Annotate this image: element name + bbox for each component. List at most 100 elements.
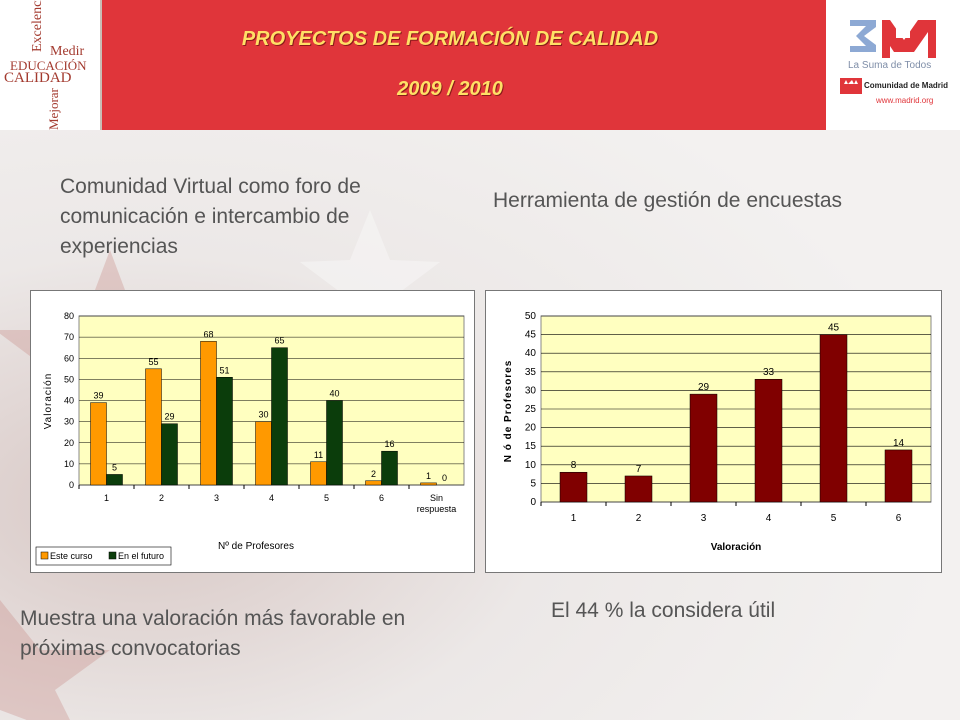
bar xyxy=(271,347,288,486)
x-tick-label: 3 xyxy=(214,493,219,503)
y-axis-label: Valoración xyxy=(43,373,54,430)
data-label: 40 xyxy=(329,389,339,399)
data-label: 2 xyxy=(371,469,376,479)
bar xyxy=(145,368,162,486)
page-subtitle-years: 2009 / 2010 xyxy=(397,78,503,100)
data-label: 0 xyxy=(442,473,447,483)
bar xyxy=(819,334,848,503)
x-tick-label: respuesta xyxy=(417,504,457,514)
chart-valoracion-profesores: 0 10 20 30 40 50 60 70 80 1 39 5 2 55 29 3 68 51 4 30 65 5 11 4… xyxy=(30,290,475,573)
y-tick-label: 50 xyxy=(64,374,74,384)
bar xyxy=(365,480,382,486)
data-label: 16 xyxy=(384,439,394,449)
data-label: 29 xyxy=(698,382,710,393)
y-tick-label: 60 xyxy=(64,353,74,363)
madrid-org-name: Comunidad de Madrid xyxy=(864,81,948,90)
y-tick-label: 0 xyxy=(530,497,536,508)
y-tick-label: 10 xyxy=(525,460,537,471)
x-axis-label: Nº de Profesores xyxy=(218,541,294,552)
legend-box xyxy=(35,546,172,566)
caption-44-util: El 44 % la considera útil xyxy=(551,599,776,622)
bar xyxy=(624,475,653,503)
bar xyxy=(381,450,398,486)
y-tick-label: 40 xyxy=(525,348,537,359)
x-tick-label: 6 xyxy=(896,513,902,524)
data-label: 29 xyxy=(164,412,174,422)
comunidad-madrid-logo: La Suma de Todos Comunidad de Madrid www… xyxy=(826,0,960,130)
madrid-url: www.madrid.org xyxy=(876,96,934,105)
x-tick-label: 1 xyxy=(571,513,577,524)
data-label: 5 xyxy=(112,462,117,472)
x-tick-label: 2 xyxy=(636,513,642,524)
bar xyxy=(106,474,123,486)
y-tick-label: 25 xyxy=(525,404,537,415)
x-tick-label: 2 xyxy=(159,493,164,503)
bar xyxy=(689,393,718,503)
madrid-tagline: La Suma de Todos xyxy=(848,60,932,71)
logo-word-excelencia: Excelencia xyxy=(30,0,45,52)
x-tick-label: 5 xyxy=(324,493,329,503)
bar xyxy=(161,423,178,486)
y-tick-label: 35 xyxy=(525,367,537,378)
y-tick-label: 20 xyxy=(525,423,537,434)
caption-valoracion-favorable: Muestra una valoración más favorable en … xyxy=(20,607,406,660)
y-tick-label: 0 xyxy=(69,480,74,490)
data-label: 7 xyxy=(636,464,642,475)
y-tick-label: 10 xyxy=(64,459,74,469)
caption-comunidad-virtual: Comunidad Virtual como foro de comunicac… xyxy=(60,175,361,258)
legend-swatch xyxy=(40,551,49,560)
bar xyxy=(90,402,107,486)
x-tick-label: Sin xyxy=(430,493,443,503)
bar xyxy=(255,421,272,486)
x-tick-label: 4 xyxy=(766,513,772,524)
data-label: 55 xyxy=(148,357,158,367)
data-label: 1 xyxy=(426,471,431,481)
y-tick-label: 45 xyxy=(525,330,537,341)
bar xyxy=(754,378,783,503)
x-tick-label: 4 xyxy=(269,493,274,503)
logo-word-mejorar: Mejorar xyxy=(46,88,61,130)
legend-label: En el futuro xyxy=(118,551,164,561)
x-tick-label: 1 xyxy=(104,493,109,503)
madrid-emblem-icon xyxy=(840,20,936,94)
calidad-logo: Excelencia Medir EDUCACIÓN CALIDAD Mejor… xyxy=(0,0,102,130)
bar xyxy=(559,471,588,503)
data-label: 39 xyxy=(93,391,103,401)
y-tick-label: 5 xyxy=(530,478,536,489)
logo-word-medir: Medir xyxy=(50,44,85,59)
chart1-svg: 0102030405060708013952552936851430655114… xyxy=(35,311,465,566)
y-tick-label: 30 xyxy=(525,385,537,396)
data-label: 45 xyxy=(828,323,840,334)
y-tick-label: 30 xyxy=(64,417,74,427)
x-tick-label: 6 xyxy=(379,493,384,503)
data-label: 51 xyxy=(219,365,229,375)
y-tick-label: 80 xyxy=(64,311,74,321)
page-title: PROYECTOS DE FORMACIÓN DE CALIDAD xyxy=(241,28,659,50)
data-label: 30 xyxy=(258,410,268,420)
data-label: 68 xyxy=(203,329,213,339)
caption-herramienta-encuestas: Herramienta de gestión de encuestas xyxy=(493,189,843,212)
legend-label: Este curso xyxy=(50,551,93,561)
header-banner xyxy=(0,0,960,130)
bar xyxy=(200,341,217,486)
x-axis-label: Valoración xyxy=(711,542,762,553)
data-label: 14 xyxy=(893,438,905,449)
bar xyxy=(216,377,233,486)
legend-swatch xyxy=(108,551,117,560)
logo-word-educacion: EDUCACIÓN xyxy=(10,58,87,73)
x-tick-label: 5 xyxy=(831,513,837,524)
chart2-svg: 0 5 10 15 20 25 30 35 40 45 50 1 8 2 7 3 29 4 33 5 45 6 14 N ó … xyxy=(503,311,932,553)
bar xyxy=(310,461,327,486)
y-tick-label: 20 xyxy=(64,438,74,448)
data-label: 11 xyxy=(314,450,323,460)
data-label: 8 xyxy=(571,460,577,471)
bar xyxy=(326,400,343,486)
y-tick-label: 70 xyxy=(64,332,74,342)
bar xyxy=(884,449,913,503)
y-axis-label: N ó de Profesores xyxy=(503,360,514,463)
y-tick-label: 50 xyxy=(525,311,537,322)
logo-word-calidad: CALIDAD xyxy=(4,70,72,86)
data-label: 65 xyxy=(274,336,284,346)
y-tick-label: 15 xyxy=(525,441,537,452)
chart-herramienta-encuestas: 0 5 10 15 20 25 30 35 40 45 50 1 8 2 7 3 29 4 33 5 45 6 14 N ó … xyxy=(485,290,942,573)
